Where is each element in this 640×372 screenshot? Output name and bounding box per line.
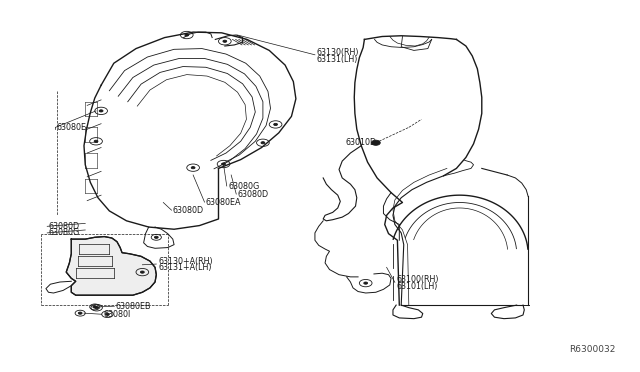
- Circle shape: [261, 142, 265, 144]
- Text: 63080EB: 63080EB: [116, 302, 151, 311]
- Text: 63080I: 63080I: [103, 310, 131, 319]
- Circle shape: [106, 313, 109, 315]
- Text: 63131(LH): 63131(LH): [317, 55, 358, 64]
- Circle shape: [95, 307, 99, 309]
- Text: 63080EA: 63080EA: [206, 198, 241, 206]
- Text: 63130+A(RH): 63130+A(RH): [158, 257, 213, 266]
- Circle shape: [274, 124, 278, 125]
- Text: 63080G: 63080G: [228, 182, 259, 190]
- Polygon shape: [66, 237, 156, 295]
- Circle shape: [364, 282, 367, 284]
- Circle shape: [371, 140, 380, 145]
- Text: 63080D: 63080D: [49, 222, 79, 231]
- Circle shape: [140, 271, 144, 273]
- Text: 63080G: 63080G: [49, 228, 80, 237]
- Text: 63130(RH): 63130(RH): [317, 48, 359, 57]
- Text: 63101(LH): 63101(LH): [396, 282, 438, 291]
- Circle shape: [99, 110, 103, 112]
- Text: 63100(RH): 63100(RH): [396, 275, 438, 284]
- Text: 63010D: 63010D: [346, 138, 376, 147]
- Circle shape: [154, 236, 158, 238]
- Circle shape: [221, 163, 225, 165]
- Circle shape: [191, 167, 195, 169]
- Text: 63080E: 63080E: [57, 123, 86, 132]
- Text: 63080D: 63080D: [237, 190, 269, 199]
- Text: 63131+A(LH): 63131+A(LH): [158, 263, 212, 272]
- Text: 63080D: 63080D: [173, 206, 204, 215]
- Circle shape: [94, 140, 98, 142]
- Circle shape: [93, 306, 97, 308]
- Text: R6300032: R6300032: [569, 345, 615, 354]
- Circle shape: [185, 34, 189, 36]
- Circle shape: [78, 312, 82, 314]
- Circle shape: [223, 40, 227, 42]
